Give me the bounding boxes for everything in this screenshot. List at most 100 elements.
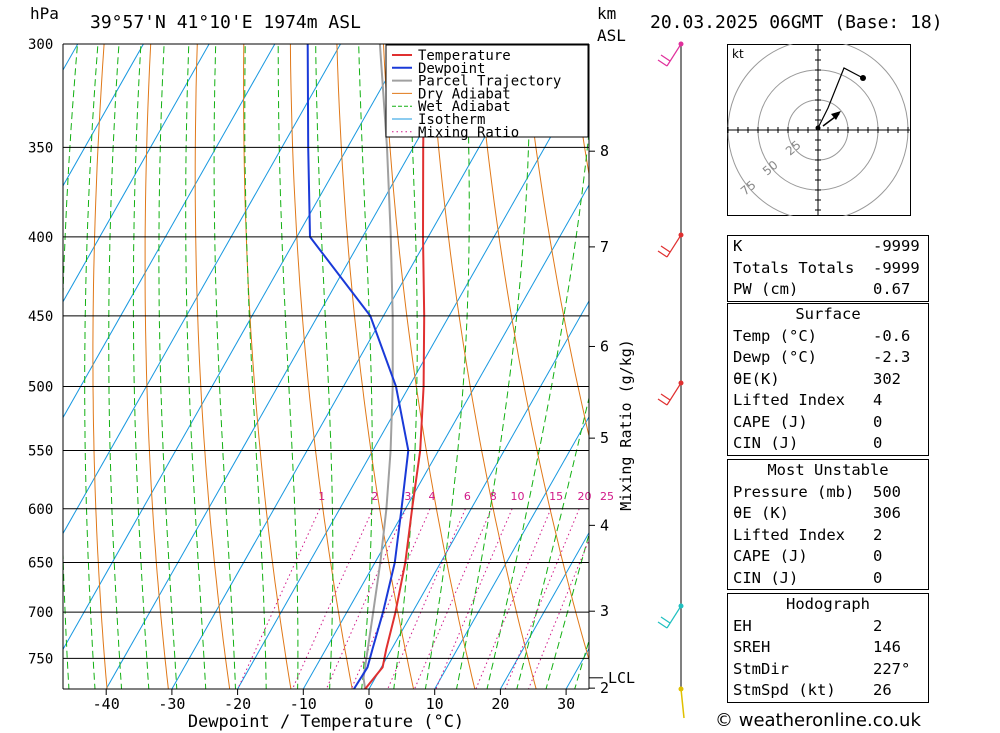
mixing-ratio-line bbox=[292, 508, 374, 689]
wet-adiabat-line bbox=[424, 44, 470, 689]
pw-value: 0.67 bbox=[873, 280, 911, 298]
mixing-ratio-label: 2 bbox=[371, 490, 378, 503]
hodograph: kt 25 50 75 bbox=[727, 44, 911, 216]
most-unstable-panel: Most Unstable Pressure (mb) 500 θE (K) 306… bbox=[727, 459, 929, 590]
pressure-tick-label: 350 bbox=[28, 140, 53, 156]
hodo-title: Hodograph bbox=[786, 595, 870, 613]
sreh-label: SREH bbox=[733, 638, 771, 656]
mixing-ratio-label: 4 bbox=[429, 490, 436, 503]
height-tick-label: 3 bbox=[600, 602, 609, 620]
pressure-tick-label: 600 bbox=[28, 502, 53, 518]
wet-adiabat-line bbox=[84, 44, 99, 689]
hodograph-end-dot bbox=[860, 75, 866, 81]
temperature-tick-label: -30 bbox=[158, 695, 185, 713]
wind-barb-icon bbox=[666, 382, 682, 406]
isotherm-line bbox=[63, 44, 144, 187]
stmdir-value: 227° bbox=[873, 659, 911, 678]
surface-temp-value: -0.6 bbox=[873, 326, 911, 345]
x-axis-title: Dewpoint / Temperature (°C) bbox=[188, 712, 464, 732]
tt-value: -9999 bbox=[873, 258, 920, 277]
wind-barb-icon bbox=[657, 621, 668, 629]
mixing-ratio-label: 8 bbox=[490, 490, 497, 503]
surface-theta-value: 302 bbox=[873, 369, 901, 388]
isotherm-line bbox=[63, 44, 210, 303]
wet-adiabat-line bbox=[244, 44, 267, 689]
isotherm-line bbox=[629, 44, 720, 693]
eh-label: EH bbox=[733, 616, 752, 635]
dry-adiabat-line bbox=[92, 44, 108, 689]
pressure-unit: hPa bbox=[30, 4, 59, 23]
mixing-ratio-line bbox=[350, 508, 431, 689]
dewpoint-line bbox=[306, 44, 410, 689]
height-tick-label: 5 bbox=[600, 429, 609, 447]
surface-li-label: Lifted Index bbox=[733, 391, 845, 409]
legend-label: Isotherm bbox=[418, 112, 485, 128]
mixing-ratio-line bbox=[504, 508, 580, 689]
pressure-tick-label: 300 bbox=[28, 37, 53, 53]
isotherm-line bbox=[434, 415, 589, 689]
mu-cape-value: 0 bbox=[873, 547, 883, 565]
mixing-ratio-line bbox=[325, 508, 407, 689]
mixing-ratio-line bbox=[387, 508, 466, 689]
legend-label: Dewpoint bbox=[418, 61, 485, 77]
mu-li-value: 2 bbox=[873, 525, 883, 544]
hodograph-unit: kt bbox=[732, 47, 744, 61]
wet-adiabat-line bbox=[213, 44, 237, 689]
legend-label: Dry Adiabat bbox=[418, 86, 511, 102]
stmspd-value: 26 bbox=[873, 681, 892, 699]
dry-adiabat-line bbox=[429, 44, 537, 689]
pressure-tick-label: 750 bbox=[28, 651, 53, 667]
wind-barb-icon bbox=[657, 250, 668, 258]
surface-cin-label: CIN (J) bbox=[733, 434, 799, 452]
mixing-ratio-label: 3 bbox=[404, 490, 411, 503]
mixing-ratio-label: 20 bbox=[578, 490, 592, 503]
pressure-tick-label: 550 bbox=[28, 443, 53, 459]
hodograph-trace bbox=[817, 67, 864, 129]
temperature-tick-label: 10 bbox=[426, 695, 444, 713]
surface-cape-label: CAPE (J) bbox=[733, 412, 808, 431]
wet-adiabat-line bbox=[277, 44, 299, 689]
dry-adiabat-line bbox=[289, 44, 353, 689]
mu-li-label: Lifted Index bbox=[733, 525, 845, 544]
isotherm-line bbox=[0, 44, 12, 693]
wind-barb-icon bbox=[666, 605, 682, 629]
mixing-ratio-line bbox=[528, 538, 589, 689]
mixing-ratio-axis-title: Mixing Ratio (g/kg) bbox=[617, 339, 635, 511]
wet-adiabat-line bbox=[108, 44, 123, 689]
dry-adiabat-line bbox=[476, 44, 589, 662]
height-unit-km: km bbox=[597, 4, 617, 23]
pw-label: PW (cm) bbox=[733, 280, 799, 298]
surface-dewp-label: Dewp (°C) bbox=[733, 348, 817, 366]
mu-cin-label: CIN (J) bbox=[733, 568, 799, 587]
legend-label: Wet Adiabat bbox=[418, 99, 511, 115]
height-tick-label: 4 bbox=[600, 516, 609, 534]
wet-adiabat-line bbox=[574, 638, 589, 689]
legend-label: Parcel Trajectory bbox=[418, 74, 561, 90]
surface-title: Surface bbox=[795, 305, 861, 323]
dry-adiabat-line bbox=[144, 44, 169, 689]
wind-barb-icon bbox=[660, 393, 671, 401]
dry-adiabat-line bbox=[569, 44, 589, 177]
tt-label: Totals Totals bbox=[733, 258, 855, 277]
height-tick-label: 7 bbox=[600, 238, 609, 256]
dry-adiabat-line bbox=[709, 44, 720, 693]
wind-level-dot bbox=[678, 686, 684, 692]
pressure-tick-label: 700 bbox=[28, 605, 53, 621]
isotherm-line bbox=[63, 44, 341, 535]
surface-panel: Surface Temp (°C) -0.6 Dewp (°C) -2.3 θE(K… bbox=[727, 303, 929, 456]
k-value: -9999 bbox=[873, 237, 920, 255]
dry-adiabat-line bbox=[663, 44, 720, 693]
wet-adiabat-line bbox=[486, 127, 589, 689]
pressure-tick-label: 650 bbox=[28, 555, 53, 571]
temperature-tick-label: -40 bbox=[93, 695, 120, 713]
surface-cape-value: 0 bbox=[873, 412, 883, 431]
mixing-ratio-label: 15 bbox=[549, 490, 563, 503]
surface-li-value: 4 bbox=[873, 391, 883, 409]
height-tick-label: 2 bbox=[600, 679, 609, 697]
mixing-ratio-line bbox=[475, 508, 552, 689]
isotherm-line bbox=[171, 44, 539, 689]
legend-label: Temperature bbox=[418, 48, 511, 64]
copyright-footer: © weatheronline.co.uk bbox=[715, 710, 921, 731]
wind-barb-icon bbox=[660, 54, 671, 62]
mixing-ratio-label: 1 bbox=[318, 490, 325, 503]
